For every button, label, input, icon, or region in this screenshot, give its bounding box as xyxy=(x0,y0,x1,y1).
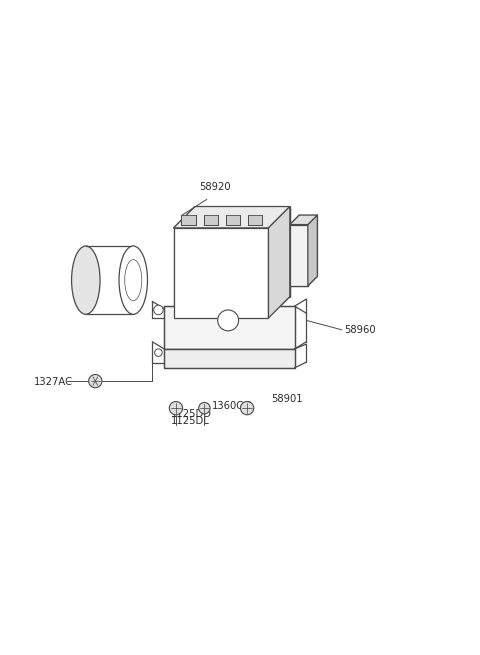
Text: 1360GG: 1360GG xyxy=(212,402,252,411)
Text: 1327AC: 1327AC xyxy=(34,377,72,387)
Polygon shape xyxy=(164,349,295,368)
Circle shape xyxy=(154,305,163,314)
Circle shape xyxy=(240,402,254,415)
Polygon shape xyxy=(174,206,290,228)
Polygon shape xyxy=(174,228,268,318)
Polygon shape xyxy=(226,215,240,225)
Polygon shape xyxy=(290,225,308,286)
Polygon shape xyxy=(308,215,317,286)
Circle shape xyxy=(89,375,102,388)
Text: 58920: 58920 xyxy=(200,182,231,193)
Circle shape xyxy=(199,402,210,414)
Polygon shape xyxy=(181,215,195,225)
Ellipse shape xyxy=(72,246,100,314)
Text: 1125DD: 1125DD xyxy=(171,409,212,419)
Polygon shape xyxy=(204,215,218,225)
Circle shape xyxy=(155,349,162,356)
Text: 58960: 58960 xyxy=(344,325,376,335)
Polygon shape xyxy=(248,215,263,225)
Polygon shape xyxy=(164,306,295,349)
Ellipse shape xyxy=(119,246,147,314)
Circle shape xyxy=(218,310,239,331)
Polygon shape xyxy=(268,206,290,318)
Text: 58901: 58901 xyxy=(271,394,302,403)
Text: 1125DL: 1125DL xyxy=(171,417,210,426)
Polygon shape xyxy=(290,215,317,225)
Circle shape xyxy=(169,402,182,415)
